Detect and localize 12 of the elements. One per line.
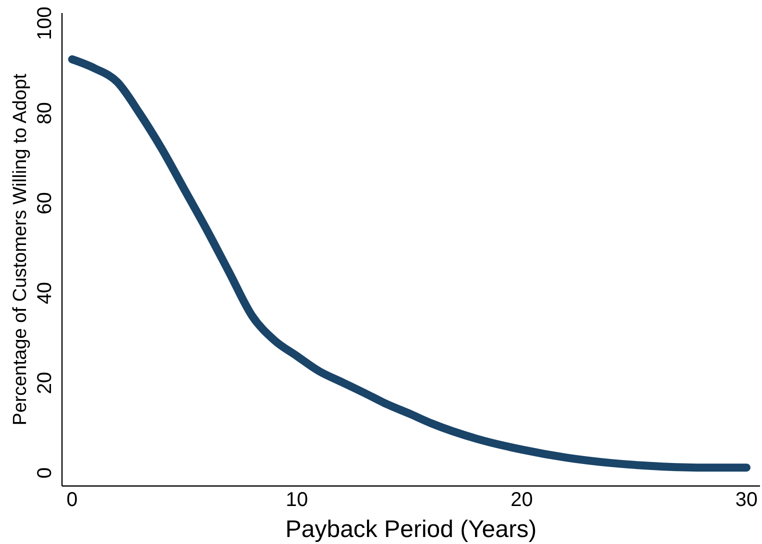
y-tick-label: 40 [34,282,56,304]
y-tick-label: 20 [34,372,56,394]
y-tick-label: 100 [34,6,56,40]
x-tick-label: 30 [735,489,758,511]
y-axis-title: Percentage of Customers Willing to Adopt [10,72,31,426]
x-tick-label: 10 [286,489,308,511]
x-axis-title: Payback Period (Years) [285,516,537,543]
y-tick-label: 80 [34,102,56,124]
y-tick-label: 0 [34,467,56,479]
x-tick-label: 0 [66,489,78,511]
y-tick-label: 60 [34,192,56,214]
x-tick-label: 20 [510,489,533,511]
